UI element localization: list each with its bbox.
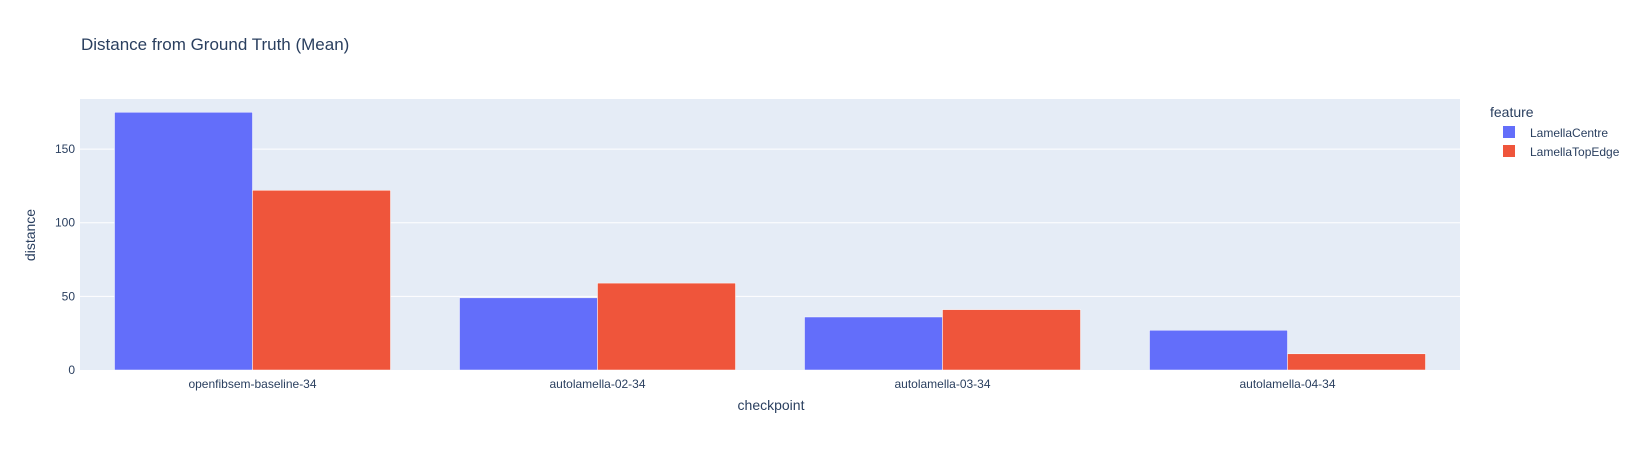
- bar-lamellacentre-2: [804, 316, 943, 371]
- x-tick-label: autolamella-03-34: [894, 377, 990, 391]
- legend-entry: LamellaCentre: [1530, 126, 1608, 140]
- bar-lamellacentre-3: [1149, 329, 1288, 371]
- y-tick-label: 0: [68, 363, 75, 377]
- legend-swatch: [1503, 145, 1515, 157]
- legend-title: feature: [1490, 104, 1534, 120]
- bars: [114, 112, 1426, 371]
- x-tick-label: autolamella-04-34: [1239, 377, 1335, 391]
- x-tick-labels: openfibsem-baseline-34 autolamella-02-34 a…: [188, 377, 1335, 391]
- y-tick-labels: 0 50 100 150: [55, 142, 75, 377]
- y-tick-label: 100: [55, 216, 75, 230]
- bar-lamellatopedge-2: [942, 309, 1081, 371]
- x-tick-label: openfibsem-baseline-34: [188, 377, 316, 391]
- bar-lamellatopedge-0: [252, 190, 391, 371]
- y-axis-title: distance: [22, 209, 38, 261]
- x-axis-title: checkpoint: [738, 397, 805, 413]
- chart-title: Distance from Ground Truth (Mean): [81, 35, 349, 54]
- bar-lamellacentre-1: [459, 297, 598, 371]
- x-tick-label: autolamella-02-34: [549, 377, 645, 391]
- y-tick-label: 50: [62, 289, 76, 303]
- legend: feature LamellaCentre LamellaTopEdge: [1490, 104, 1620, 159]
- bar-lamellacentre-0: [114, 112, 253, 371]
- legend-entry: LamellaTopEdge: [1530, 145, 1620, 159]
- legend-swatch: [1503, 126, 1515, 138]
- bar-lamellatopedge-3: [1287, 353, 1426, 371]
- bar-lamellatopedge-1: [597, 282, 736, 371]
- y-tick-label: 150: [55, 142, 75, 156]
